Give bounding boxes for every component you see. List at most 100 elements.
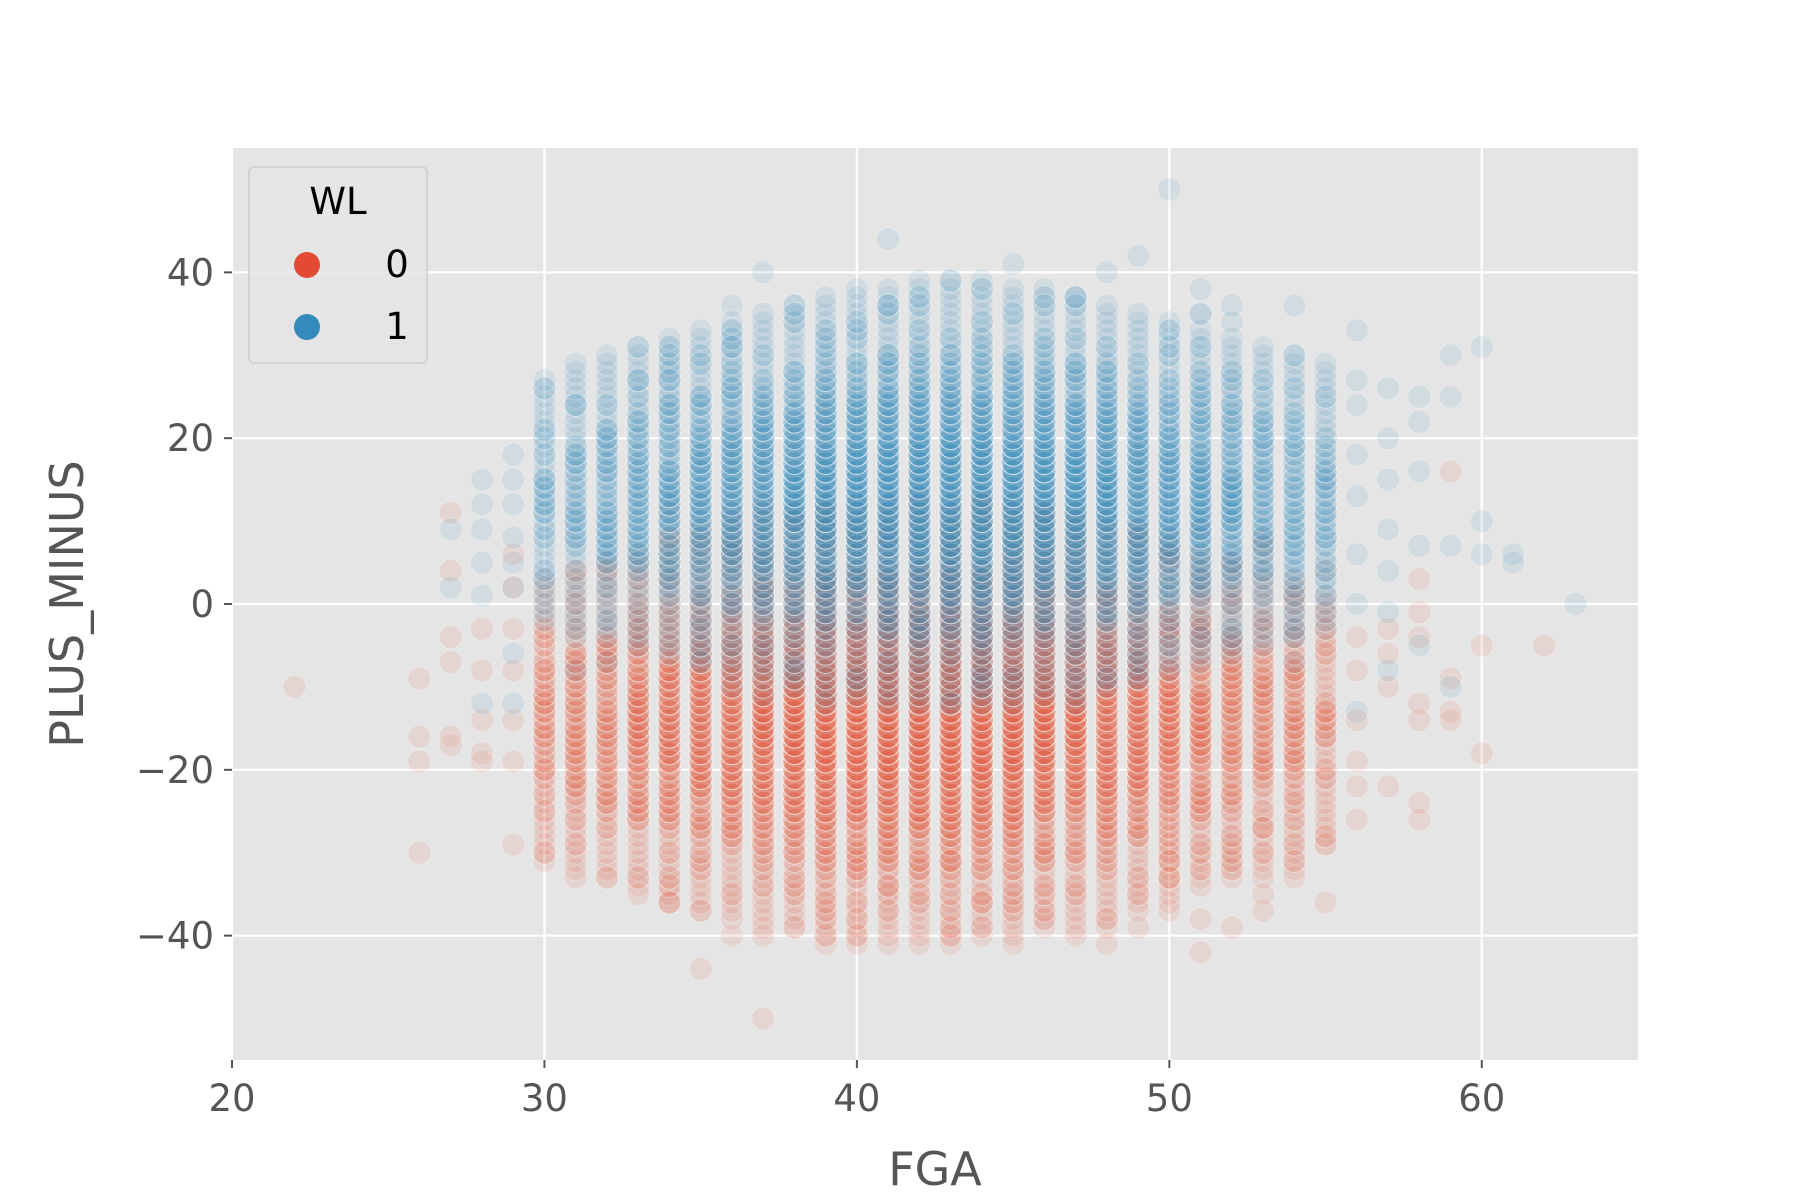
data-point-wl-0: [626, 757, 651, 782]
data-point-wl-0: [626, 558, 651, 583]
data-point-wl-0: [626, 567, 651, 592]
data-point-wl-0: [532, 616, 557, 641]
data-point-wl-0: [532, 650, 557, 675]
data-point-wl-0: [626, 807, 651, 832]
data-point-wl-0: [626, 790, 651, 815]
data-point-wl-0: [688, 898, 713, 923]
data-point-wl-0: [563, 583, 588, 608]
data-point-wl-0: [594, 766, 619, 791]
data-point-wl-0: [626, 840, 651, 865]
data-point-wl-0: [626, 774, 651, 799]
data-point-wl-0: [626, 633, 651, 658]
data-point-wl-0: [594, 749, 619, 774]
data-point-wl-0: [626, 608, 651, 633]
data-point-wl-0: [563, 616, 588, 641]
data-point-wl-0: [626, 865, 651, 890]
data-point-wl-0: [626, 732, 651, 757]
data-point-wl-0: [532, 575, 557, 600]
data-point-wl-0: [563, 732, 588, 757]
data-point-wl-0: [594, 766, 619, 791]
data-point-wl-0: [594, 550, 619, 575]
data-point-wl-0: [532, 708, 557, 733]
data-point-wl-0: [594, 815, 619, 840]
data-point-wl-0: [626, 666, 651, 691]
data-point-wl-0: [657, 774, 682, 799]
data-point-wl-0: [563, 724, 588, 749]
data-point-wl-0: [563, 832, 588, 857]
data-point-wl-0: [532, 691, 557, 716]
data-point-wl-0: [594, 600, 619, 625]
data-point-wl-0: [532, 716, 557, 741]
data-point-wl-0: [876, 873, 901, 898]
data-point-wl-0: [1438, 708, 1463, 733]
data-point-wl-0: [594, 724, 619, 749]
data-point-wl-0: [563, 658, 588, 683]
data-point-wl-0: [626, 641, 651, 666]
data-point-wl-0: [563, 658, 588, 683]
data-point-wl-0: [626, 674, 651, 699]
data-point-wl-0: [532, 790, 557, 815]
data-point-wl-0: [563, 732, 588, 757]
data-point-wl-0: [626, 608, 651, 633]
data-point-wl-0: [626, 666, 651, 691]
data-point-wl-0: [657, 807, 682, 832]
data-point-wl-0: [626, 799, 651, 824]
data-point-wl-0: [844, 907, 869, 932]
data-point-wl-0: [563, 600, 588, 625]
data-point-wl-0: [563, 683, 588, 708]
data-point-wl-0: [532, 633, 557, 658]
data-point-wl-0: [438, 650, 463, 675]
data-point-wl-0: [626, 699, 651, 724]
data-point-wl-0: [563, 716, 588, 741]
data-point-wl-0: [563, 616, 588, 641]
data-point-wl-0: [563, 674, 588, 699]
data-point-wl-0: [657, 807, 682, 832]
data-point-wl-0: [626, 741, 651, 766]
data-point-wl-0: [532, 592, 557, 616]
data-point-wl-1: [594, 343, 619, 368]
data-point-wl-0: [626, 575, 651, 600]
data-point-wl-0: [626, 600, 651, 625]
data-point-wl-0: [594, 683, 619, 708]
data-point-wl-0: [563, 633, 588, 658]
data-point-wl-0: [657, 757, 682, 782]
data-point-wl-0: [1532, 633, 1557, 658]
data-point-wl-0: [626, 807, 651, 832]
data-point-wl-0: [532, 625, 557, 650]
data-point-wl-0: [532, 625, 557, 650]
data-point-wl-0: [719, 815, 744, 840]
data-point-wl-0: [594, 824, 619, 849]
data-point-wl-0: [657, 766, 682, 791]
data-point-wl-0: [626, 716, 651, 741]
data-point-wl-0: [563, 782, 588, 807]
data-point-wl-0: [1344, 658, 1369, 683]
data-point-wl-0: [626, 724, 651, 749]
data-point-wl-0: [594, 625, 619, 650]
data-point-wl-0: [626, 625, 651, 650]
data-point-wl-0: [1376, 774, 1401, 799]
data-point-wl-0: [626, 674, 651, 699]
data-point-wl-0: [657, 849, 682, 874]
data-point-wl-0: [594, 699, 619, 724]
data-point-wl-0: [1251, 815, 1276, 840]
data-point-wl-0: [657, 732, 682, 757]
data-point-wl-0: [532, 774, 557, 799]
data-point-wl-0: [626, 658, 651, 683]
data-point-wl-0: [563, 849, 588, 874]
data-point-wl-0: [626, 592, 651, 616]
data-point-wl-0: [813, 890, 838, 915]
data-point-wl-0: [626, 782, 651, 807]
data-point-wl-0: [657, 865, 682, 890]
data-point-wl-0: [532, 749, 557, 774]
data-point-wl-0: [1407, 567, 1432, 592]
data-point-wl-0: [563, 749, 588, 774]
data-point-wl-0: [563, 691, 588, 716]
data-point-wl-0: [594, 616, 619, 641]
data-point-wl-0: [532, 691, 557, 716]
data-point-wl-0: [1251, 840, 1276, 865]
data-point-wl-0: [563, 832, 588, 857]
data-point-wl-0: [532, 658, 557, 683]
data-point-wl-0: [563, 774, 588, 799]
data-point-wl-0: [1188, 832, 1213, 857]
data-point-wl-0: [626, 658, 651, 683]
